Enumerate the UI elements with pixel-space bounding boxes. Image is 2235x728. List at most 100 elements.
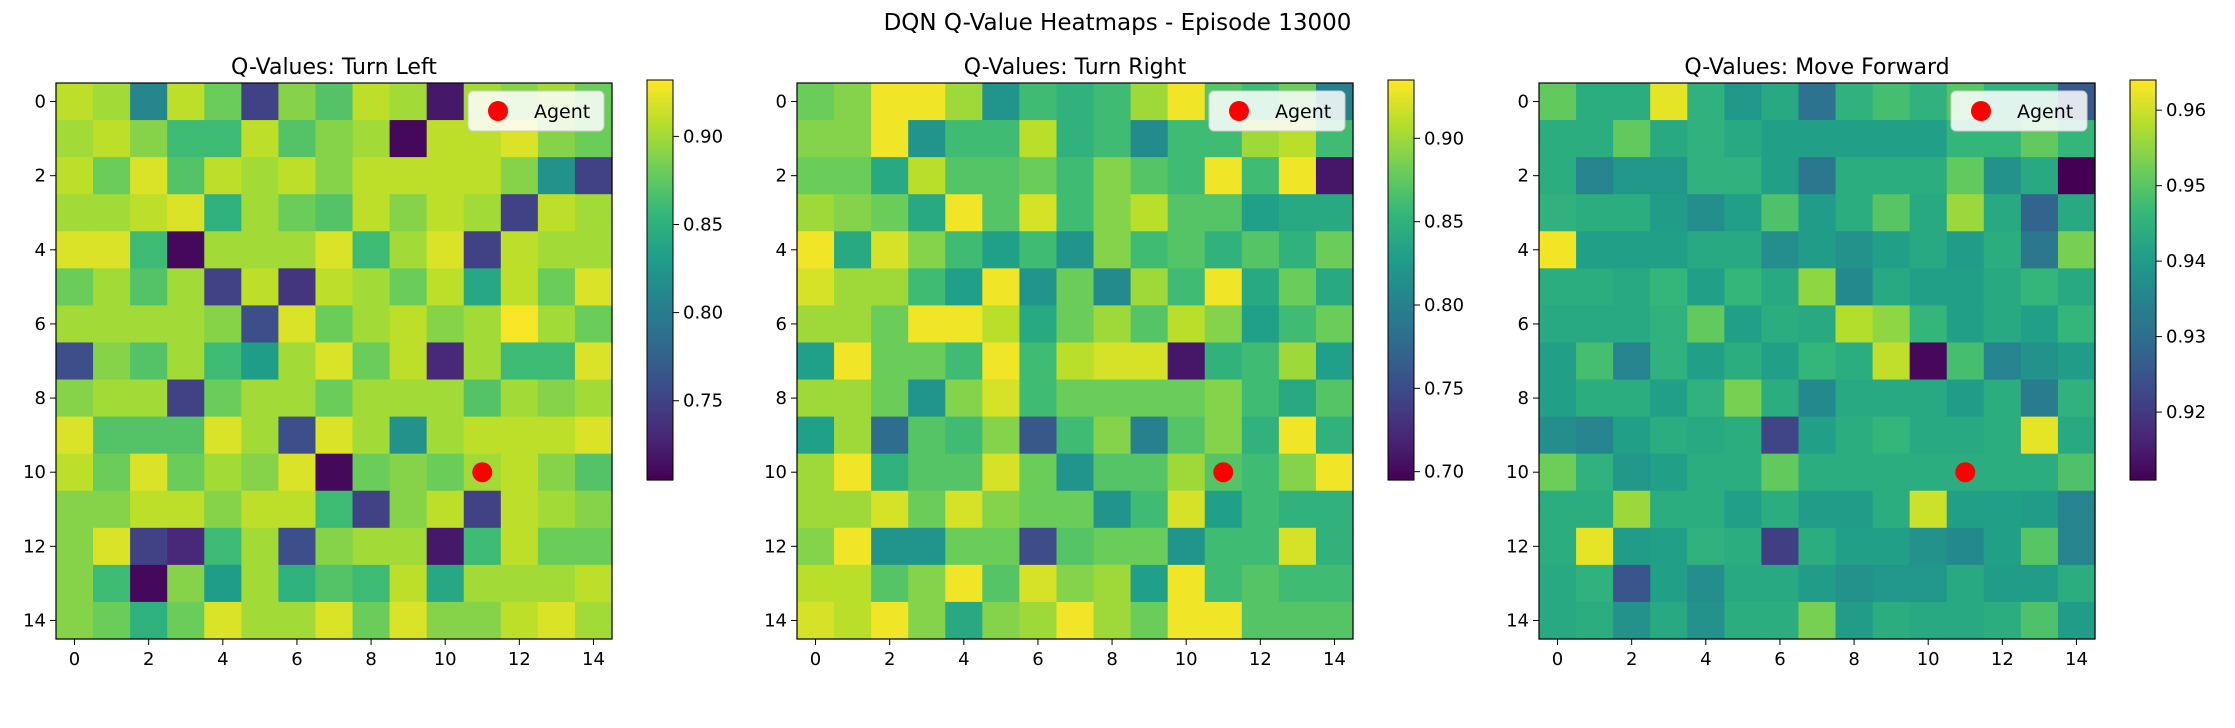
heatmap-cell bbox=[278, 527, 317, 566]
colorbar-segment bbox=[2130, 326, 2156, 331]
heatmap-cell bbox=[1315, 490, 1354, 529]
heatmap-cell bbox=[1650, 564, 1688, 603]
heatmap-cell bbox=[908, 527, 946, 566]
heatmap-cell bbox=[537, 342, 576, 381]
heatmap-cell bbox=[1093, 305, 1132, 344]
heatmap-cell bbox=[1687, 490, 1725, 529]
heatmap-cell bbox=[1278, 305, 1317, 344]
colorbar-segment bbox=[647, 96, 673, 101]
colorbar-segment bbox=[1388, 456, 1414, 461]
heatmap-cell bbox=[426, 601, 465, 640]
heatmap-cell bbox=[982, 416, 1020, 455]
colorbar-segment bbox=[1388, 196, 1414, 201]
heatmap-cell bbox=[1613, 83, 1651, 121]
heatmap-cell bbox=[1835, 83, 1874, 121]
heatmap-cell bbox=[1019, 268, 1058, 306]
heatmap-cell bbox=[1539, 527, 1577, 566]
colorbar-segment bbox=[2130, 420, 2156, 424]
colorbar-segment bbox=[1388, 110, 1414, 114]
heatmap-cell bbox=[945, 453, 983, 492]
heatmap-cell bbox=[1798, 120, 1837, 158]
legend-agent-marker bbox=[1229, 101, 1249, 121]
heatmap-cell bbox=[315, 601, 354, 640]
colorbar-segment bbox=[647, 163, 673, 168]
colorbar-segment bbox=[1388, 343, 1414, 348]
colorbar-segment bbox=[1388, 286, 1414, 291]
heatmap-cell bbox=[1835, 194, 1874, 232]
legend-label: Agent bbox=[1275, 101, 1331, 123]
colorbar-segment bbox=[2130, 330, 2156, 334]
heatmap-cell bbox=[1130, 194, 1169, 232]
colorbar-segment bbox=[2130, 390, 2156, 394]
colorbar-segment bbox=[2130, 136, 2156, 141]
heatmap-cell bbox=[908, 268, 946, 306]
colorbar-segment bbox=[647, 430, 673, 434]
heatmap-cell bbox=[1204, 268, 1243, 306]
heatmap-cell bbox=[2020, 231, 2059, 269]
x-tick-label: 4 bbox=[1700, 649, 1711, 670]
heatmap-cell bbox=[1130, 564, 1169, 603]
colorbar-segment bbox=[2130, 150, 2156, 154]
heatmap-cell bbox=[167, 194, 205, 232]
heatmap-cell bbox=[93, 83, 131, 121]
heatmap-cell bbox=[500, 490, 539, 529]
heatmap-cell bbox=[1909, 120, 1948, 158]
heatmap-cell bbox=[241, 157, 279, 195]
heatmap-cell bbox=[908, 231, 946, 269]
heatmap-cell bbox=[1983, 305, 2022, 344]
heatmap-cell bbox=[204, 564, 242, 603]
heatmap-cell bbox=[241, 120, 279, 158]
colorbar-segment bbox=[2130, 113, 2156, 118]
heatmap-cell bbox=[908, 83, 946, 121]
colorbar-segment bbox=[647, 396, 673, 401]
colorbar-segment bbox=[647, 436, 673, 441]
heatmap-cell bbox=[1798, 564, 1837, 603]
heatmap-cell bbox=[167, 564, 205, 603]
heatmap-cell bbox=[389, 157, 428, 195]
heatmap-cell bbox=[537, 379, 576, 418]
colorbar-segment bbox=[647, 223, 673, 228]
heatmap-cell bbox=[945, 231, 983, 269]
colorbar-segment bbox=[2130, 273, 2156, 278]
heatmap-cell bbox=[834, 416, 872, 455]
agent-marker bbox=[1213, 462, 1234, 483]
heatmap-cell bbox=[1539, 268, 1577, 306]
heatmap-cell bbox=[574, 453, 613, 492]
heatmap-cell bbox=[1946, 527, 1985, 566]
colorbar-segment bbox=[1388, 123, 1414, 128]
heatmap-cell bbox=[834, 231, 872, 269]
colorbar-segment bbox=[647, 356, 673, 361]
heatmap-cell bbox=[204, 231, 242, 269]
colorbar-frame bbox=[646, 79, 674, 481]
heatmap-cell bbox=[204, 490, 242, 529]
heatmap-cell bbox=[93, 416, 131, 455]
heatmap-cell bbox=[1315, 527, 1354, 566]
colorbar-segment bbox=[1388, 190, 1414, 194]
heatmap-cell bbox=[1835, 157, 1874, 195]
heatmap-cell bbox=[1056, 342, 1095, 381]
colorbar-segment bbox=[647, 193, 673, 198]
heatmap-cell bbox=[1650, 601, 1688, 640]
panel-title: Q-Values: Turn Right bbox=[964, 55, 1187, 80]
colorbar-segment bbox=[2130, 366, 2156, 371]
heatmap-cell bbox=[167, 157, 205, 195]
colorbar-segment bbox=[647, 450, 673, 454]
heatmap-cell bbox=[908, 342, 946, 381]
heatmap-cell bbox=[1019, 231, 1058, 269]
heatmap-cell bbox=[797, 379, 835, 418]
heatmap-cell bbox=[574, 194, 613, 232]
y-tick-label: 0 bbox=[776, 92, 787, 113]
heatmap-cell bbox=[1761, 527, 1800, 566]
colorbar-segment bbox=[647, 303, 673, 308]
heatmap-cell bbox=[945, 194, 983, 232]
heatmap-cell bbox=[1761, 194, 1800, 232]
colorbar-segment bbox=[2130, 253, 2156, 258]
heatmap-cell bbox=[1278, 527, 1317, 566]
colorbar-segment bbox=[1388, 173, 1414, 178]
heatmap-cell bbox=[1835, 305, 1874, 344]
heatmap-cell bbox=[1019, 564, 1058, 603]
heatmap-cell bbox=[56, 231, 94, 269]
heatmap-cell bbox=[241, 601, 279, 640]
colorbar-segment bbox=[647, 306, 673, 311]
heatmap-cell bbox=[1798, 453, 1837, 492]
